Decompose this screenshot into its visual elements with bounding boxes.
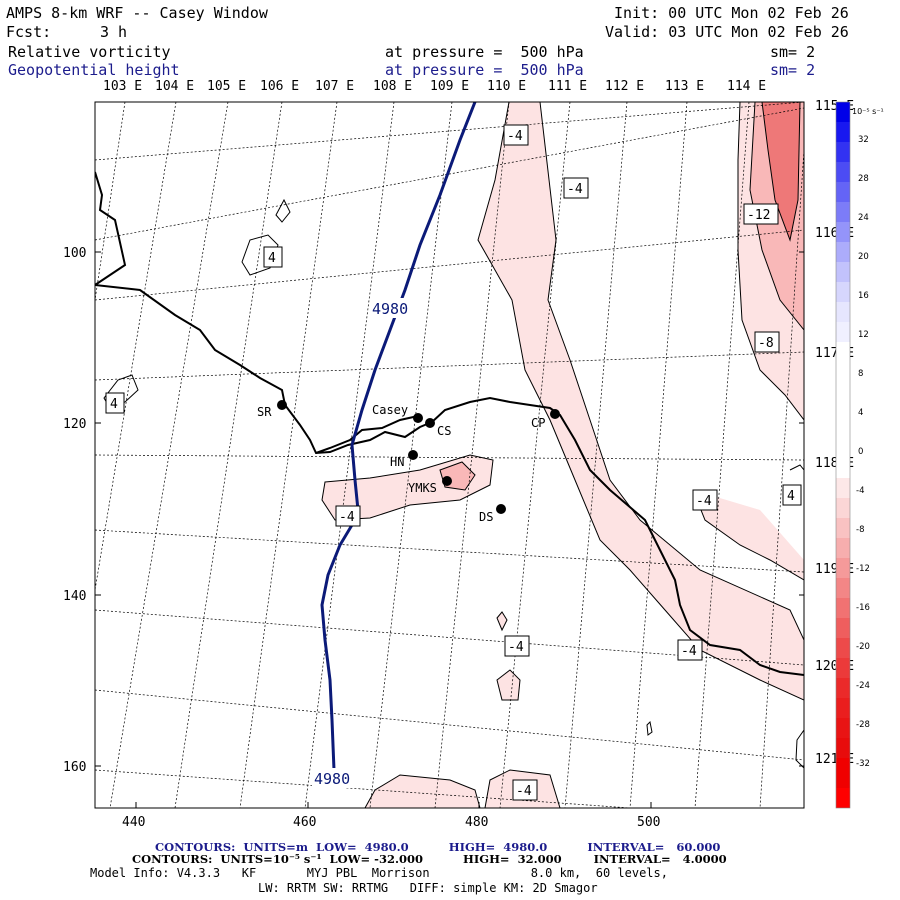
plot-frame xyxy=(94,101,805,809)
colorbar-tick: 20 xyxy=(858,252,869,262)
fcst-label: Fcst: xyxy=(6,23,52,41)
station-label-cs: CS xyxy=(437,424,451,438)
lon-label-107: 107 E xyxy=(315,79,354,94)
colorbar-tick: 28 xyxy=(858,174,869,184)
x-tick-500: 500 xyxy=(637,815,660,830)
colorbar-tick: 24 xyxy=(858,213,869,223)
station-marker-casey xyxy=(413,413,423,423)
station-marker-ds xyxy=(496,504,506,514)
colorbar-tick: 4 xyxy=(858,408,863,418)
footer-height-contours: CONTOURS: UNITS=m LOW= 4980.0 HIGH= 4980… xyxy=(155,840,721,854)
station-marker-cp xyxy=(550,409,560,419)
vorticity-contours xyxy=(103,102,804,808)
lon-label-106: 106 E xyxy=(260,79,299,94)
colorbar-tick: -12 xyxy=(856,564,870,574)
station-marker-sr xyxy=(277,400,287,410)
vort-label: -4 xyxy=(516,784,532,799)
footer-model-info: Model Info: V4.3.3 KF MYJ PBL Morrison 8… xyxy=(90,866,668,880)
valid-time: Valid: 03 UTC Mon 02 Feb 26 xyxy=(605,23,849,41)
colorbar-tick: 8 xyxy=(858,369,863,379)
lon-label-114: 114 E xyxy=(727,79,766,94)
colorbar-units: 10⁻⁵ s⁻¹ xyxy=(852,107,884,116)
colorbar-tick: 32 xyxy=(858,135,869,145)
station-label-cp: CP xyxy=(531,416,545,430)
colorbar-tick: 12 xyxy=(858,330,869,340)
field2-smoothing: sm= 2 xyxy=(770,61,816,79)
lon-label-113: 113 E xyxy=(665,79,704,94)
station-label-ymks: YMKS xyxy=(408,481,437,495)
colorbar-tick: 16 xyxy=(858,291,869,301)
field1-name: Relative vorticity xyxy=(8,43,171,61)
colorbar-tick: -4 xyxy=(856,486,864,496)
colorbar: 10⁻⁵ s⁻¹ 32 28 24 20 16 12 8 4 0 -4 -8 -… xyxy=(835,101,884,809)
colorbar-tick: -16 xyxy=(856,603,870,613)
vort-label: -12 xyxy=(747,208,770,223)
field1-smoothing: sm= 2 xyxy=(770,43,816,61)
station-marker-ymks xyxy=(442,476,452,486)
station-label-hn: HN xyxy=(390,455,404,469)
vort-label: -4 xyxy=(681,644,697,659)
vort-label: -4 xyxy=(696,494,712,509)
x-tick-480: 480 xyxy=(465,815,488,830)
y-tick-160: 160 xyxy=(63,760,86,775)
y-tick-100: 100 xyxy=(63,246,86,261)
vorticity-labels: -4 -4 -12 4 -8 4 -4 -4 4 -4 -4 -4 xyxy=(105,124,802,801)
height-label: 4980 xyxy=(314,770,350,788)
lon-label-111: 111 E xyxy=(548,79,587,94)
fcst-value: 3 h xyxy=(100,23,128,41)
map-title: AMPS 8-km WRF -- Casey Window xyxy=(6,4,268,22)
coastline xyxy=(95,171,804,676)
vort-label: -4 xyxy=(339,510,355,525)
colorbar-tick: 0 xyxy=(858,447,863,457)
lon-label-112: 112 E xyxy=(605,79,644,94)
field2-level: at pressure = 500 hPa xyxy=(385,61,584,79)
vort-label: 4 xyxy=(268,251,276,266)
field2-name: Geopotential height xyxy=(8,61,180,79)
x-tick-460: 460 xyxy=(293,815,316,830)
footer-vort-contours: CONTOURS: UNITS=10⁻⁵ s⁻¹ LOW= -32.000 HI… xyxy=(132,852,727,866)
stations: SR Casey CS HN YMKS DS CP xyxy=(257,400,560,524)
x-tick-440: 440 xyxy=(122,815,145,830)
y-tick-140: 140 xyxy=(63,589,86,604)
vort-label: -4 xyxy=(507,129,523,144)
height-label: 4980 xyxy=(372,300,408,318)
colorbar-tick: -8 xyxy=(856,525,864,535)
vort-label: 4 xyxy=(110,397,118,412)
colorbar-tick: -24 xyxy=(856,681,870,691)
lon-label-109: 109 E xyxy=(430,79,469,94)
lon-label-104: 104 E xyxy=(155,79,194,94)
init-time: Init: 00 UTC Mon 02 Feb 26 xyxy=(614,4,849,22)
vorticity-shading xyxy=(322,102,804,808)
footer-physics: LW: RRTM SW: RRTMG DIFF: simple KM: 2D S… xyxy=(258,881,598,895)
colorbar-tick: -32 xyxy=(856,759,870,769)
lon-label-110: 110 E xyxy=(487,79,526,94)
y-tick-120: 120 xyxy=(63,417,86,432)
station-label-ds: DS xyxy=(479,510,493,524)
station-label-sr: SR xyxy=(257,405,272,419)
colorbar-tick: -20 xyxy=(856,642,870,652)
vort-label: 4 xyxy=(787,489,795,504)
height-contour-4980 xyxy=(320,102,477,771)
station-label-casey: Casey xyxy=(372,403,408,417)
field1-level: at pressure = 500 hPa xyxy=(385,43,584,61)
lon-label-103: 103 E xyxy=(103,79,142,94)
lon-label-108: 108 E xyxy=(373,79,412,94)
station-marker-cs xyxy=(425,418,435,428)
graticule xyxy=(95,102,804,808)
vort-label: -4 xyxy=(508,640,524,655)
vort-label: -8 xyxy=(758,336,774,351)
vort-label: -4 xyxy=(567,182,583,197)
lon-label-105: 105 E xyxy=(207,79,246,94)
station-marker-hn xyxy=(408,450,418,460)
colorbar-tick: -28 xyxy=(856,720,870,730)
